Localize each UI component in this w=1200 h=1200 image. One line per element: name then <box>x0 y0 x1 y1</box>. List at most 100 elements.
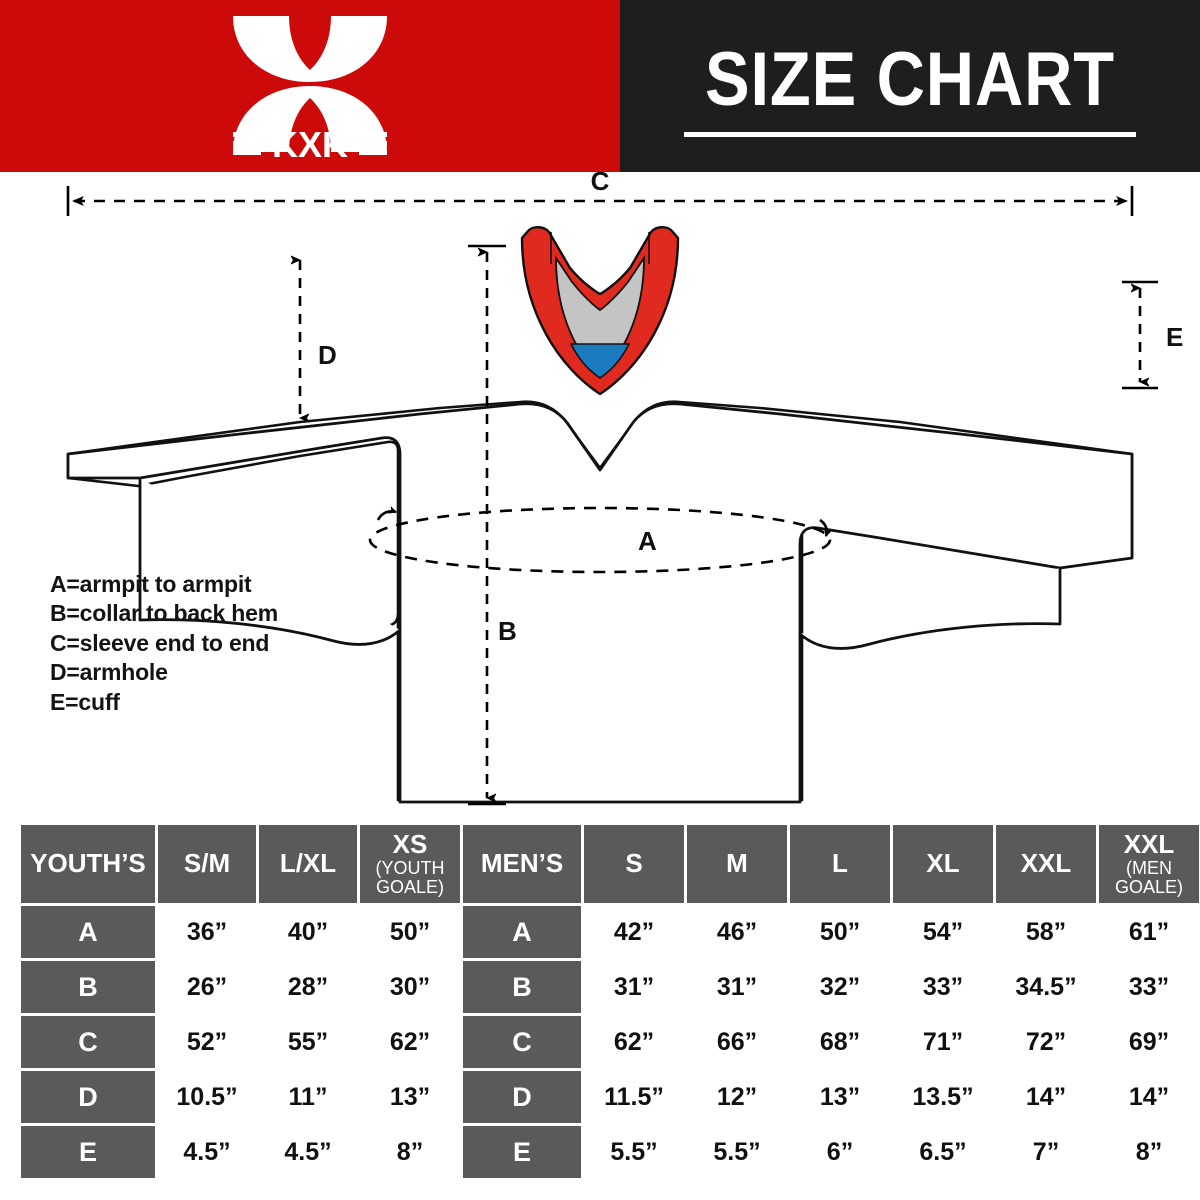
mens-e-s: 5.5” <box>584 1126 684 1178</box>
mens-c-s: 62” <box>584 1016 684 1068</box>
youth-row-key-b: B <box>21 961 155 1013</box>
mens-e-l: 6” <box>790 1126 890 1178</box>
mens-e-m: 5.5” <box>687 1126 787 1178</box>
dimension-e <box>1122 280 1158 390</box>
size-table: YOUTH’S S/M L/XL XS (YOUTH GOALE) MEN’S … <box>18 822 1200 1181</box>
mens-d-s: 11.5” <box>584 1071 684 1123</box>
youth-row-key-d: D <box>21 1071 155 1123</box>
page-title: SIZE CHART <box>704 36 1116 122</box>
header-youths: YOUTH’S <box>21 825 155 903</box>
table-row: A 36” 40” 50” A 42” 46” 50” 54” 58” 61” <box>21 906 1199 958</box>
header-mens-xxl-goalie: XXL (MEN GOALE) <box>1099 825 1199 903</box>
header-mens-xxl: XXL <box>996 825 1096 903</box>
header-mens-m: M <box>687 825 787 903</box>
youth-a-sm: 36” <box>158 906 256 958</box>
header-mens-xl: XL <box>893 825 993 903</box>
jersey-silhouette <box>66 402 1134 804</box>
youth-row-key-c: C <box>21 1016 155 1068</box>
youth-e-lxl: 4.5” <box>259 1126 357 1178</box>
header-youth-xs-goalie: XS (YOUTH GOALE) <box>360 825 460 903</box>
mens-b-xxl: 34.5” <box>996 961 1096 1013</box>
dimension-label-a: A <box>638 526 657 556</box>
dimension-label-d: D <box>318 340 337 370</box>
table-row: E 4.5” 4.5” 8” E 5.5” 5.5” 6” 6.5” 7” 8” <box>21 1126 1199 1178</box>
mens-b-xl: 33” <box>893 961 993 1013</box>
mens-a-l: 50” <box>790 906 890 958</box>
youth-b-sm: 26” <box>158 961 256 1013</box>
mens-b-xxl-goalie: 33” <box>1099 961 1199 1013</box>
header-mens-s: S <box>584 825 684 903</box>
mens-e-xxl-goalie: 8” <box>1099 1126 1199 1178</box>
mens-e-xxl: 7” <box>996 1126 1096 1178</box>
youth-a-lxl: 40” <box>259 906 357 958</box>
header-youth-sm: S/M <box>158 825 256 903</box>
mens-c-l: 68” <box>790 1016 890 1068</box>
mens-b-l: 32” <box>790 961 890 1013</box>
mens-row-key-c: C <box>463 1016 581 1068</box>
mens-d-m: 12” <box>687 1071 787 1123</box>
header-mens-xxl-goalie-main: XXL <box>1123 829 1175 860</box>
legend-item-e: E=cuff <box>50 688 120 715</box>
mens-e-xl: 6.5” <box>893 1126 993 1178</box>
youth-a-xs: 50” <box>360 906 460 958</box>
dimension-label-e: E <box>1166 322 1183 352</box>
table-row: C 52” 55” 62” C 62” 66” 68” 71” 72” 69” <box>21 1016 1199 1068</box>
mens-d-l: 13” <box>790 1071 890 1123</box>
dimension-c <box>66 186 1134 216</box>
youth-e-xs: 8” <box>360 1126 460 1178</box>
youth-d-sm: 10.5” <box>158 1071 256 1123</box>
table-header-row: YOUTH’S S/M L/XL XS (YOUTH GOALE) MEN’S … <box>21 825 1199 903</box>
mens-b-m: 31” <box>687 961 787 1013</box>
mens-b-s: 31” <box>584 961 684 1013</box>
youth-d-xs: 13” <box>360 1071 460 1123</box>
mens-c-xxl: 72” <box>996 1016 1096 1068</box>
header-youth-lxl: L/XL <box>259 825 357 903</box>
title-panel: SIZE CHART <box>620 0 1200 172</box>
mens-a-xxl: 58” <box>996 906 1096 958</box>
mens-a-xxl-goalie: 61” <box>1099 906 1199 958</box>
header-mens-xxl-goalie-sub: (MEN GOALE) <box>1114 857 1184 897</box>
measurement-legend: A=armpit to armpit B=collar to back hem … <box>50 570 278 717</box>
dimension-b <box>468 244 506 806</box>
youth-c-sm: 52” <box>158 1016 256 1068</box>
header-youth-xs-main: XS <box>392 829 428 860</box>
kxk-logo-icon: KXK <box>225 12 395 160</box>
page-header: KXK SIZE CHART <box>0 0 1200 172</box>
brand-panel: KXK <box>0 0 620 172</box>
youth-c-xs: 62” <box>360 1016 460 1068</box>
youth-c-lxl: 55” <box>259 1016 357 1068</box>
youth-b-xs: 30” <box>360 961 460 1013</box>
mens-row-key-d: D <box>463 1071 581 1123</box>
mens-row-key-e: E <box>463 1126 581 1178</box>
mens-c-xl: 71” <box>893 1016 993 1068</box>
table-row: B 26” 28” 30” B 31” 31” 32” 33” 34.5” 33… <box>21 961 1199 1013</box>
header-mens-l: L <box>790 825 890 903</box>
legend-item-d: D=armhole <box>50 659 168 686</box>
youth-row-key-e: E <box>21 1126 155 1178</box>
mens-a-xl: 54” <box>893 906 993 958</box>
table-row: D 10.5” 11” 13” D 11.5” 12” 13” 13.5” 14… <box>21 1071 1199 1123</box>
legend-item-c: C=sleeve end to end <box>50 629 270 656</box>
youth-row-key-a: A <box>21 906 155 958</box>
youth-e-sm: 4.5” <box>158 1126 256 1178</box>
youth-b-lxl: 28” <box>259 961 357 1013</box>
collar <box>520 226 680 396</box>
size-table-zone: YOUTH’S S/M L/XL XS (YOUTH GOALE) MEN’S … <box>0 818 1200 1200</box>
title-underline <box>684 131 1136 137</box>
mens-d-xxl: 14” <box>996 1071 1096 1123</box>
mens-d-xxl-goalie: 14” <box>1099 1071 1199 1123</box>
header-youth-xs-sub: (YOUTH GOALE) <box>375 857 445 897</box>
jersey-diagram: C D E B A A=armpit to armpit B=c <box>0 172 1200 816</box>
mens-a-m: 46” <box>687 906 787 958</box>
legend-item-b: B=collar to back hem <box>50 600 278 627</box>
mens-row-key-b: B <box>463 961 581 1013</box>
mens-d-xl: 13.5” <box>893 1071 993 1123</box>
kxk-wordmark: KXK <box>272 124 348 160</box>
dimension-label-c: C <box>591 172 610 196</box>
mens-c-m: 66” <box>687 1016 787 1068</box>
collar-accent <box>569 343 631 379</box>
dimension-label-b: B <box>498 616 517 646</box>
youth-d-lxl: 11” <box>259 1071 357 1123</box>
header-mens: MEN’S <box>463 825 581 903</box>
legend-item-a: A=armpit to armpit <box>50 571 252 597</box>
